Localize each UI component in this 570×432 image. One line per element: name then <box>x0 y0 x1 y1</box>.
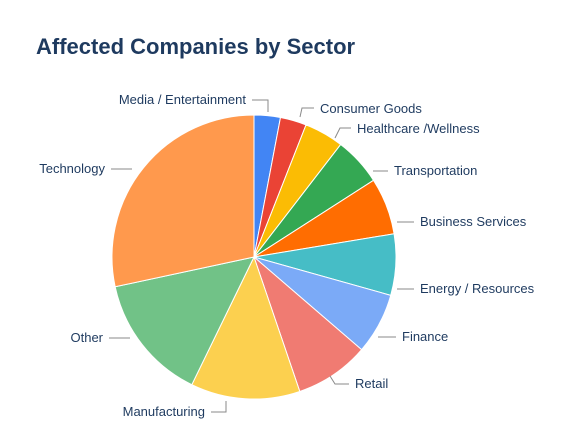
label-media-entertainment: Media / Entertainment <box>119 92 247 107</box>
label-healthcare-wellness: Healthcare /Wellness <box>357 121 480 136</box>
label-other: Other <box>70 330 103 345</box>
slice-labels: Media / Entertainment Consumer Goods Healt… <box>39 92 534 419</box>
pie-slices <box>111 114 397 400</box>
label-business-services: Business Services <box>420 214 527 229</box>
slice-other <box>114 256 255 386</box>
slice-technology <box>111 114 255 288</box>
leader-line-consumer-goods <box>299 107 314 118</box>
leader-line-healthcare-wellness <box>334 127 351 139</box>
label-technology: Technology <box>39 161 105 176</box>
leader-line-manufacturing <box>211 401 227 413</box>
label-manufacturing: Manufacturing <box>123 404 205 419</box>
leader-line-retail <box>329 375 349 385</box>
slice-manufacturing <box>191 255 301 400</box>
label-consumer-goods: Consumer Goods <box>320 101 422 116</box>
label-transportation: Transportation <box>394 163 477 178</box>
label-retail: Retail <box>355 376 388 391</box>
leader-line-media-entertainment <box>252 99 269 112</box>
label-energy-resources: Energy / Resources <box>420 281 535 296</box>
label-finance: Finance <box>402 329 448 344</box>
chart-title: Affected Companies by Sector <box>36 34 356 59</box>
